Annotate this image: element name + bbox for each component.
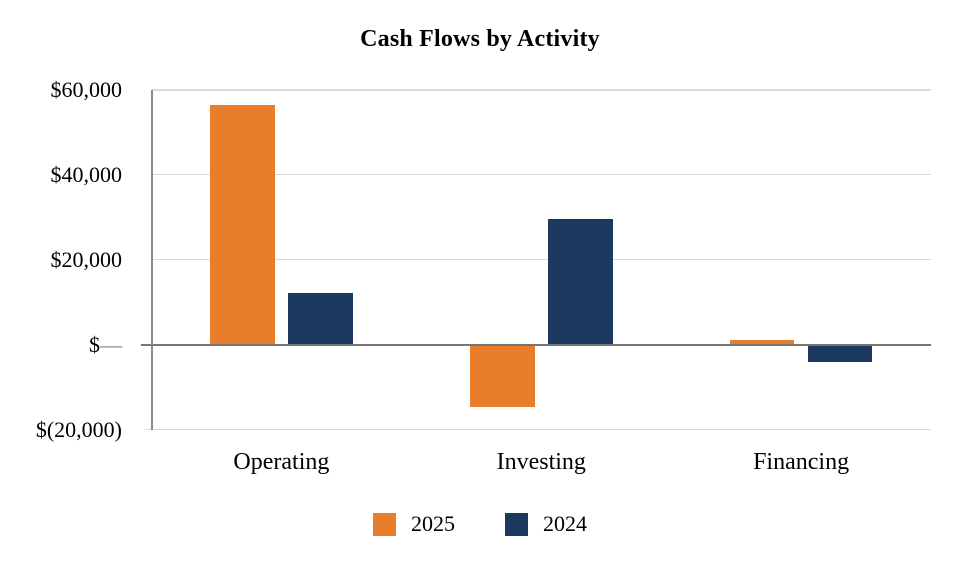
y-tick-label: $(20,000) bbox=[0, 416, 122, 444]
y-tick-label: $20,000 bbox=[0, 246, 123, 274]
y-axis-line bbox=[150, 90, 153, 430]
y-tick-label: $60,000 bbox=[0, 76, 123, 104]
legend: 2025 2024 bbox=[0, 512, 960, 536]
y-tick-text: $20,000 bbox=[50, 246, 123, 272]
bar-operating-2024 bbox=[288, 293, 353, 345]
bar-investing-2025 bbox=[470, 344, 535, 407]
plot-bottom-line bbox=[145, 428, 931, 430]
gridline bbox=[151, 89, 931, 91]
gridline bbox=[151, 258, 931, 261]
zero-axis-line bbox=[141, 343, 931, 346]
x-category-label-operating: Operating bbox=[233, 449, 330, 475]
legend-swatch-icon bbox=[505, 512, 528, 536]
legend-item-2025: 2025 bbox=[373, 512, 455, 536]
y-tick-text: $(20,000) bbox=[35, 416, 122, 442]
chart-title: Cash Flows by Activity bbox=[360, 26, 600, 52]
legend-label: 2024 bbox=[543, 511, 587, 536]
gridline bbox=[151, 173, 931, 176]
legend-item-2024: 2024 bbox=[505, 512, 587, 536]
y-tick-label: $40,000 bbox=[0, 161, 123, 189]
legend-label: 2025 bbox=[411, 511, 455, 536]
legend-swatch-icon bbox=[373, 512, 396, 536]
zero-dash: — bbox=[100, 331, 122, 357]
y-tick-text: $40,000 bbox=[50, 161, 123, 187]
y-tick-text: $ bbox=[89, 331, 100, 357]
bar-financing-2024 bbox=[807, 344, 873, 362]
bar-operating-2025 bbox=[210, 105, 275, 345]
y-tick-label: $— bbox=[0, 331, 122, 359]
x-category-label-financing: Financing bbox=[753, 449, 850, 475]
y-tick-text: $60,000 bbox=[50, 77, 123, 102]
bar-financing-2025 bbox=[729, 340, 795, 345]
bar-investing-2024 bbox=[548, 218, 613, 345]
x-category-label-investing: Investing bbox=[496, 449, 586, 475]
